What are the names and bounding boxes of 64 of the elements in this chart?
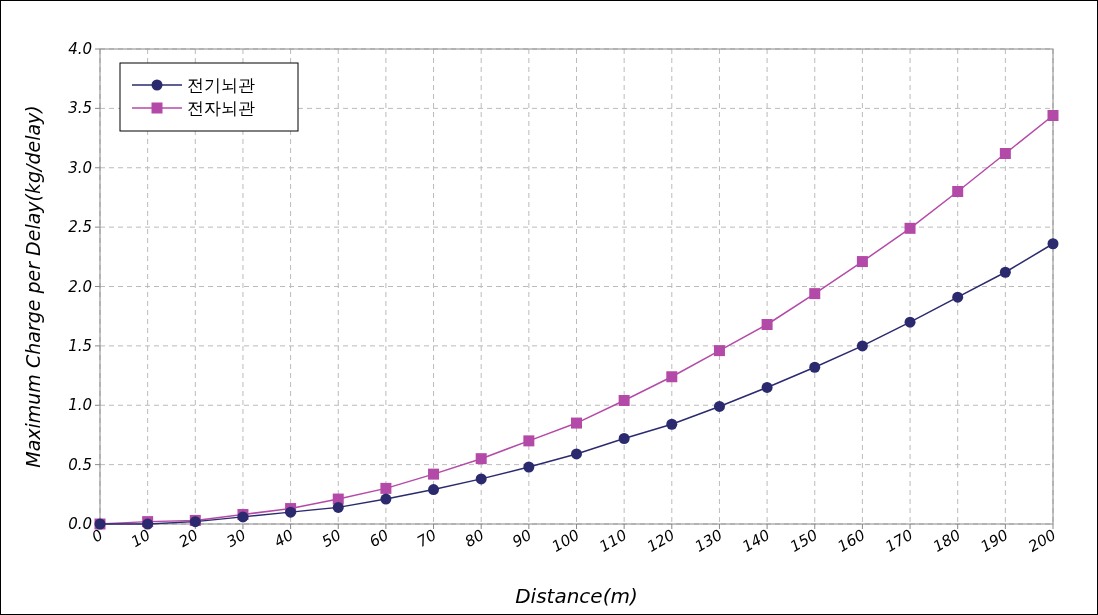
point — [571, 417, 582, 429]
point — [904, 222, 916, 234]
x-tick-label: 170 — [882, 525, 917, 556]
point — [809, 288, 821, 300]
y-tick-label: 1.5 — [68, 336, 92, 355]
y-tick-label: 3.0 — [68, 158, 92, 177]
y-tick-label: 0.5 — [68, 455, 92, 474]
point — [428, 468, 440, 480]
point — [666, 371, 678, 383]
x-tick-label: 110 — [596, 525, 631, 556]
point — [999, 266, 1011, 278]
x-tick-label: 20 — [175, 525, 202, 552]
point — [332, 501, 344, 513]
y-tick-label: 0.0 — [68, 515, 92, 533]
x-tick-label: 140 — [739, 525, 774, 556]
x-axis-title: Distance(m) — [515, 584, 638, 608]
x-tick-label: 160 — [834, 525, 869, 556]
y-tick-label: 4.0 — [68, 40, 92, 58]
point — [904, 316, 916, 328]
x-tick-label: 130 — [691, 525, 726, 556]
x-tick-label: 60 — [366, 525, 392, 552]
point — [952, 291, 964, 303]
point — [761, 381, 773, 393]
point — [1047, 110, 1059, 121]
point — [999, 148, 1011, 159]
point — [523, 461, 535, 473]
x-tick-label: 10 — [128, 525, 154, 552]
x-tick-label: 100 — [548, 525, 583, 556]
point — [475, 473, 487, 485]
y-tick-label: 2.0 — [68, 277, 92, 296]
x-tick-label: 90 — [509, 525, 535, 552]
x-tick-label: 190 — [977, 525, 1012, 556]
point — [428, 484, 440, 496]
point — [666, 418, 678, 430]
point — [618, 433, 630, 444]
y-tick-label: 2.5 — [68, 218, 92, 237]
point — [618, 395, 630, 406]
y-axis-title: Maximum Charge per Delay(kg/delay) — [22, 105, 44, 468]
point — [856, 256, 868, 268]
point — [856, 340, 868, 352]
point — [952, 186, 964, 197]
x-tick-label: 200 — [1025, 525, 1059, 556]
point — [571, 448, 582, 460]
x-tick-label: 50 — [318, 525, 345, 552]
point — [761, 319, 773, 330]
x-tick-label: 40 — [271, 525, 297, 552]
x-tick-label: 80 — [461, 525, 488, 552]
legend-label: 전기뇌관 — [187, 75, 255, 95]
legend-label: 전자뇌관 — [187, 98, 255, 118]
point — [1047, 238, 1059, 250]
point — [809, 361, 821, 373]
x-tick-label: 180 — [929, 525, 964, 556]
point — [713, 400, 725, 412]
x-tick-label: 120 — [644, 525, 678, 556]
point — [380, 482, 392, 494]
point — [713, 345, 725, 357]
x-tick-label: 150 — [786, 525, 821, 556]
x-tick-label: 30 — [223, 525, 249, 552]
point — [380, 493, 392, 505]
y-tick-label: 1.0 — [68, 396, 92, 415]
y-tick-label: 3.5 — [68, 99, 92, 118]
point — [523, 435, 535, 447]
x-tick-label: 70 — [414, 525, 440, 552]
point — [475, 453, 487, 465]
